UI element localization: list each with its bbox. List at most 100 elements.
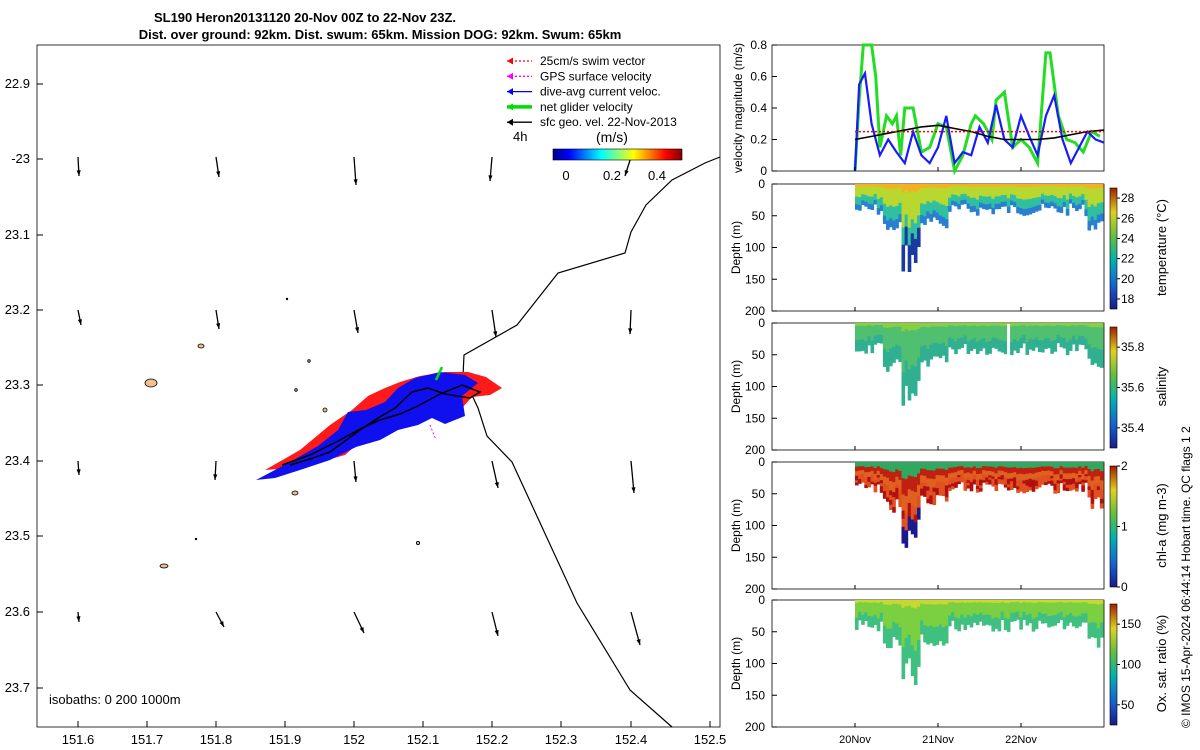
profile-cell <box>1059 186 1064 191</box>
profile-cell <box>1075 462 1079 466</box>
profile-cell <box>855 605 859 610</box>
profile-cell <box>1050 332 1054 336</box>
profile-cell <box>1053 600 1057 604</box>
profile-cell <box>1062 620 1067 624</box>
profile-cell <box>1019 620 1023 624</box>
profile-cell <box>867 336 871 339</box>
profile-cell <box>1065 617 1070 621</box>
profile-cell <box>988 479 992 483</box>
profile-cell <box>904 238 909 246</box>
profile-cell <box>1010 467 1014 471</box>
profile-cell <box>1006 464 1011 469</box>
profile-cell <box>1090 200 1095 205</box>
profile-cell <box>1056 611 1061 615</box>
profile-cell <box>1019 207 1023 212</box>
profile-cell <box>864 467 868 471</box>
profile-cell <box>1087 337 1092 342</box>
profile-cell <box>882 219 887 224</box>
profile-cell <box>889 213 893 219</box>
colorbar-tick-label: 35.4 <box>1121 421 1145 435</box>
profile-cell <box>1022 601 1026 605</box>
profile-cell <box>960 619 964 623</box>
profile-cell <box>882 191 887 197</box>
profile-cell <box>920 358 924 363</box>
gps-surface-vector <box>429 424 437 441</box>
profile-cell <box>988 617 992 621</box>
profile-cell <box>1096 482 1101 487</box>
profile-cell <box>1075 473 1079 478</box>
profile-cell <box>963 620 968 625</box>
profile-cell <box>991 189 995 194</box>
profile-cell <box>957 203 961 207</box>
profile-cell <box>920 354 924 359</box>
profile-cell <box>982 335 986 339</box>
profile-cell <box>1099 475 1104 481</box>
profile-cell <box>1041 470 1045 474</box>
profile-cell <box>997 191 1002 195</box>
profile-cell <box>979 462 983 466</box>
profile-cell <box>929 612 933 618</box>
profile-cell <box>864 199 868 203</box>
profile-cell <box>954 199 958 203</box>
profile-cell <box>1053 184 1057 187</box>
profile-cell <box>951 618 955 621</box>
profile-cell <box>1022 329 1026 332</box>
profile-cell <box>957 335 961 339</box>
profile-cell <box>1016 486 1020 490</box>
profile-cell <box>941 326 946 330</box>
profile-cell <box>867 198 871 202</box>
profile-cell <box>1087 626 1092 632</box>
profile-cell <box>941 622 946 628</box>
profile-cell <box>1034 337 1039 341</box>
profile-cell <box>923 637 927 643</box>
profile-cell <box>1034 330 1039 334</box>
profile-cell <box>1016 189 1020 194</box>
profile-cell <box>858 334 862 338</box>
colorbar-tick-label: 0 <box>1121 580 1128 594</box>
profile-cell <box>1059 472 1064 475</box>
profile-cell <box>1068 325 1073 329</box>
profile-cell <box>944 201 949 207</box>
profile-cell <box>982 323 986 326</box>
profile-cell <box>1093 462 1098 467</box>
profile-cell <box>917 323 921 330</box>
profile-cell <box>1010 478 1014 482</box>
profile-cell <box>892 632 896 637</box>
profile-cell <box>1037 194 1042 198</box>
profile-cell <box>988 344 992 348</box>
profile-cell <box>1047 621 1051 625</box>
profile-cell <box>929 482 933 488</box>
profile-cell <box>1084 341 1088 345</box>
profile-cell <box>954 341 958 345</box>
profile-cell <box>910 364 915 373</box>
profile-cell <box>913 231 918 240</box>
profile-cell <box>932 187 937 192</box>
profile-cell <box>954 184 958 187</box>
profile-cell <box>1031 192 1036 196</box>
map-x-tick-label: 152.5 <box>694 732 727 747</box>
depth-tick-label: 150 <box>745 272 765 286</box>
profile-cell <box>1056 489 1061 494</box>
profile-cell <box>882 617 887 623</box>
profile-cell <box>1081 600 1085 603</box>
profile-cell <box>889 623 893 630</box>
profile-cell <box>1072 200 1076 204</box>
profile-cell <box>1056 189 1061 193</box>
profile-cell <box>972 338 977 342</box>
profile-cell <box>979 202 983 206</box>
profile-cell <box>1099 494 1104 500</box>
profile-cell <box>966 329 971 333</box>
profile-cell <box>932 627 937 633</box>
profile-cell <box>858 328 862 332</box>
profile-cell <box>941 618 946 624</box>
profile-cell <box>1075 619 1079 623</box>
profile-cell <box>1081 479 1085 484</box>
profile-cell <box>870 189 875 193</box>
profile-cell <box>969 464 974 469</box>
profile-cell <box>944 338 949 343</box>
profile-cell <box>855 348 859 352</box>
profile-cell <box>898 475 902 481</box>
profile-cell <box>920 610 924 615</box>
profile-cell <box>1037 323 1042 327</box>
profile-cell <box>1087 615 1092 620</box>
